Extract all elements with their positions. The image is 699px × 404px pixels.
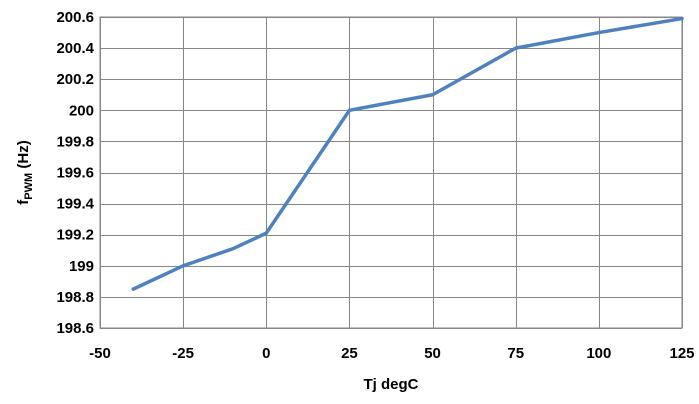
y-tick-label: 200.6: [56, 9, 94, 26]
y-tick-label: 200.4: [56, 40, 94, 57]
plot-border: [99, 16, 683, 329]
x-tick-label: 125: [669, 345, 694, 362]
x-tick-labels: -50 -25 0 25 50 75 100 125: [89, 345, 694, 362]
y-tick-label: 198.6: [56, 320, 94, 337]
y-tick-label: 200: [69, 102, 94, 119]
series-layer: [131, 16, 684, 291]
x-tick-label: 25: [341, 345, 358, 362]
x-axis-title: Tj degC: [364, 376, 419, 393]
x-tick-label: -50: [89, 345, 111, 362]
x-tick-label: 50: [424, 345, 441, 362]
y-tick-labels: 198.6 198.8 199 199.2 199.4 199.6 199.8 200 200.…: [56, 9, 94, 337]
y-axis-title-subscript: PWM: [23, 173, 35, 200]
y-tick-label: 199.4: [56, 196, 94, 213]
x-tick-label: 100: [586, 345, 611, 362]
y-tick-label: 199.8: [56, 133, 94, 150]
plot-area: [100, 17, 682, 328]
vertical-gridlines: [100, 17, 683, 328]
x-tick-label: 75: [507, 345, 524, 362]
x-tick-label: -25: [172, 345, 194, 362]
x-tick-label: 0: [262, 345, 270, 362]
y-tick-label: 199.2: [56, 227, 94, 244]
y-tick-label: 200.2: [56, 71, 94, 88]
y-axis-title-main: f: [15, 199, 32, 205]
y-tick-label: 199: [69, 258, 94, 275]
y-axis-title-unit: (Hz): [15, 140, 32, 173]
y-tick-label: 199.6: [56, 165, 94, 182]
y-tick-label: 198.8: [56, 289, 94, 306]
y-axis-title: fPWM (Hz): [15, 140, 35, 204]
series-line: [131, 16, 684, 291]
